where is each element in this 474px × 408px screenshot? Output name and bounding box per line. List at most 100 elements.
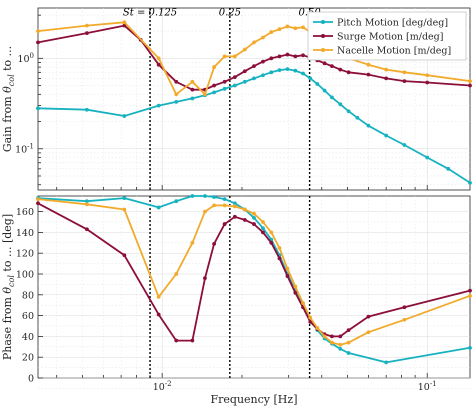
legend-marker (321, 34, 325, 38)
data-point (190, 87, 195, 92)
data-point (252, 76, 256, 81)
data-point (261, 35, 265, 40)
data-point (346, 109, 351, 114)
data-point (261, 73, 265, 78)
data-point (402, 79, 407, 83)
data-point (425, 73, 430, 78)
data-point (468, 79, 472, 83)
data-point (346, 340, 351, 345)
data-point (174, 338, 179, 343)
data-point (402, 317, 407, 322)
data-point (301, 25, 305, 30)
data-point (338, 102, 343, 107)
data-point (232, 204, 237, 209)
data-point (85, 227, 89, 232)
data-point (468, 288, 472, 293)
data-point (85, 23, 89, 28)
data-point (293, 68, 298, 73)
data-point (156, 62, 161, 67)
data-point (36, 29, 40, 33)
data-point (190, 79, 195, 84)
data-point (338, 334, 343, 339)
data-point (293, 54, 298, 59)
data-point (315, 82, 320, 86)
data-point (122, 207, 127, 212)
data-point (468, 293, 472, 298)
data-point (212, 203, 217, 208)
data-point (384, 133, 389, 138)
data-point (242, 207, 247, 212)
data-point (222, 222, 227, 226)
data-point (261, 220, 265, 224)
data-point (468, 83, 472, 88)
data-point (308, 319, 313, 324)
data-point (85, 107, 89, 112)
data-point (242, 69, 247, 74)
data-point (212, 65, 217, 69)
data-point (285, 67, 290, 71)
data-point (322, 61, 327, 66)
data-point (277, 54, 282, 59)
data-point (277, 27, 282, 32)
data-point (203, 92, 207, 97)
data-point (252, 222, 256, 226)
data-point (285, 24, 290, 29)
data-point (122, 20, 127, 25)
data-point (322, 88, 327, 93)
data-point (212, 90, 217, 95)
data-point (190, 194, 195, 198)
strouhal-label: 0.25 (219, 7, 241, 18)
data-point (212, 241, 217, 246)
legend-marker (321, 20, 325, 24)
data-point (203, 276, 207, 281)
data-point (222, 197, 227, 202)
data-point (122, 253, 127, 258)
data-point (366, 62, 371, 67)
data-point (269, 70, 274, 75)
data-point (330, 64, 334, 69)
x-axis-label: Frequency [Hz] (211, 393, 298, 406)
data-point (277, 256, 282, 261)
data-point (301, 71, 305, 76)
data-point (366, 123, 371, 128)
data-point (242, 79, 247, 84)
data-point (252, 40, 256, 45)
y-axis-label: Phase from θcol to ... [deg] (1, 214, 16, 360)
data-point (122, 196, 127, 200)
data-point (355, 115, 360, 120)
data-point (269, 30, 274, 34)
series-line (37, 24, 471, 91)
phase-panel: 0 20 40 60 80 100 120 140 160 10-2 10-1 Phase from … (1, 194, 472, 406)
data-point (156, 205, 161, 210)
data-point (346, 351, 351, 355)
data-point (285, 274, 290, 278)
data-point (346, 328, 351, 333)
data-point (468, 180, 472, 185)
data-point (156, 56, 161, 61)
data-point (261, 59, 265, 64)
y-tick-label: 100 (17, 52, 34, 65)
data-point (190, 96, 195, 101)
y-tick-label: 100 (16, 270, 34, 281)
data-point (122, 23, 127, 28)
data-point (156, 312, 161, 317)
data-point (242, 218, 247, 222)
legend-marker (321, 48, 325, 52)
data-point (338, 342, 343, 347)
data-point (36, 106, 40, 111)
y-tick-label: 160 (16, 207, 34, 218)
data-point (293, 26, 298, 31)
data-point (301, 53, 305, 58)
legend-label: Surge Motion [m/deg] (337, 32, 443, 43)
plot-area (37, 195, 471, 379)
data-point (277, 68, 282, 73)
data-point (285, 52, 290, 57)
data-point (156, 103, 161, 108)
data-point (212, 83, 217, 88)
data-point (366, 314, 371, 319)
y-tick-label: 10-1 (15, 142, 34, 155)
data-point (308, 76, 313, 81)
data-point (190, 338, 195, 343)
legend: Pitch Motion [deg/deg] Surge Motion [m/de… (307, 11, 467, 61)
data-point (174, 92, 179, 97)
